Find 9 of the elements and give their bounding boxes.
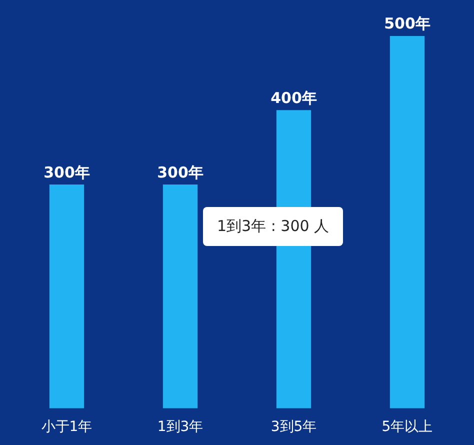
data-label: 300年 xyxy=(157,163,204,182)
x-tick-label: 5年以上 xyxy=(382,419,433,436)
data-label: 400年 xyxy=(270,88,317,107)
x-tick-label: 3到5年 xyxy=(270,419,317,436)
x-tick-label: 小于1年 xyxy=(41,419,92,436)
data-label: 300年 xyxy=(44,163,90,182)
data-label: 500年 xyxy=(384,14,430,32)
x-tick-label: 1到3年 xyxy=(157,419,204,436)
annotation: 1到3年 : 300 人 xyxy=(203,207,344,246)
